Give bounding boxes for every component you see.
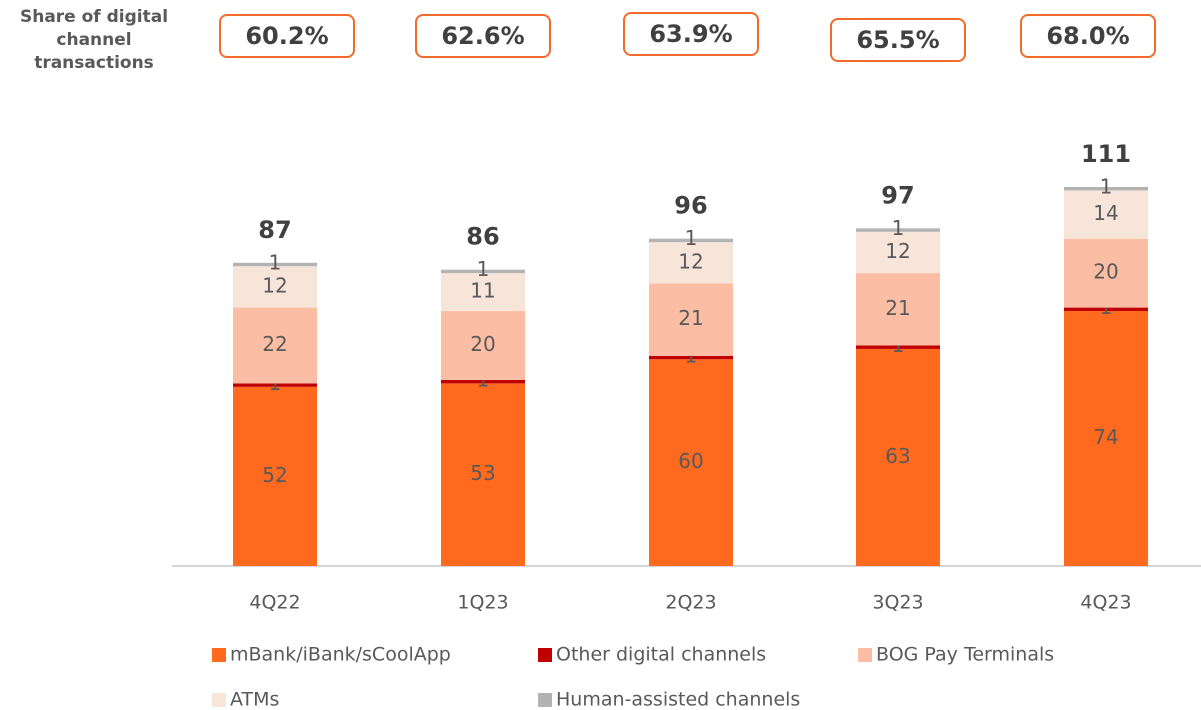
share-box (830, 18, 966, 62)
share-value: 63.9% (649, 20, 732, 48)
share-label: Share of digital channel transactions (19, 7, 169, 73)
segment-label: 52 (262, 463, 287, 487)
bar-segment (649, 355, 733, 360)
segment-label: 63 (885, 444, 910, 468)
x-tick-label: 3Q23 (872, 592, 923, 614)
x-tick-label: 2Q23 (665, 592, 716, 614)
legend-swatch (212, 648, 226, 662)
bar-segment (441, 269, 525, 274)
segment-label: 74 (1093, 425, 1118, 449)
legend-swatch (538, 648, 552, 662)
bar-segment (441, 273, 525, 312)
segment-label: 1 (685, 226, 698, 250)
legend-label: mBank/iBank/sCoolApp (230, 644, 451, 666)
segment-label: 11 (470, 279, 495, 303)
bar-segment (233, 386, 317, 566)
bar-segment (1064, 311, 1148, 566)
bar-segment (856, 228, 940, 232)
share-value: 62.6% (441, 22, 524, 50)
bar-segment (233, 307, 317, 384)
share-value: 68.0% (1046, 22, 1129, 50)
bar-segment (1064, 238, 1148, 308)
segment-label: 12 (678, 249, 703, 273)
legend-label: Other digital channels (556, 644, 766, 666)
bar-segment (441, 379, 525, 384)
legend-swatch (538, 693, 552, 707)
segment-label: 1 (1100, 175, 1113, 199)
bar-segment (441, 383, 525, 566)
segment-label: 1 (477, 257, 490, 281)
total-label: 111 (1081, 140, 1131, 168)
legend-label: ATMs (230, 689, 279, 710)
share-value: 60.2% (245, 22, 328, 50)
bar-segment (649, 283, 733, 356)
segment-label: 20 (470, 332, 495, 356)
total-label: 97 (881, 181, 914, 209)
segment-label: 1 (892, 216, 905, 240)
share-value: 65.5% (856, 26, 939, 54)
bar-segment (856, 273, 940, 346)
segment-label: 12 (885, 239, 910, 263)
bar-segment (441, 311, 525, 380)
legend-swatch (858, 648, 872, 662)
segment-label: 1 (269, 250, 282, 274)
bar-segment (856, 345, 940, 349)
bar-segment (649, 359, 733, 566)
segment-label: 20 (1093, 260, 1118, 284)
share-box (623, 12, 759, 56)
bar-segment (233, 383, 317, 387)
total-label: 86 (466, 223, 499, 251)
bar-segment (233, 266, 317, 308)
legend-label: BOG Pay Terminals (876, 644, 1054, 666)
segment-label: 14 (1093, 201, 1118, 225)
bar-segment (649, 238, 733, 243)
bar-segment (856, 231, 940, 274)
segment-label: 21 (678, 306, 703, 330)
bar-segment (649, 242, 733, 284)
segment-label: 60 (678, 449, 703, 473)
bar-segment (233, 262, 317, 267)
bar-segment (1064, 187, 1148, 191)
total-label: 96 (674, 192, 707, 220)
bar-segment (1064, 307, 1148, 312)
total-label: 87 (258, 216, 291, 244)
bar-segment (1064, 190, 1148, 239)
share-box (219, 14, 355, 58)
bar-segment (856, 348, 940, 566)
segment-label: 22 (262, 332, 287, 356)
legend-label: Human-assisted channels (556, 689, 800, 710)
share-box (415, 14, 551, 58)
segment-label: 21 (885, 296, 910, 320)
legend-swatch (212, 693, 226, 707)
share-box (1020, 14, 1156, 58)
x-tick-label: 4Q22 (249, 592, 300, 614)
segment-label: 53 (470, 461, 495, 485)
x-tick-label: 4Q23 (1080, 592, 1131, 614)
segment-label: 12 (262, 273, 287, 297)
x-tick-label: 1Q23 (457, 592, 508, 614)
